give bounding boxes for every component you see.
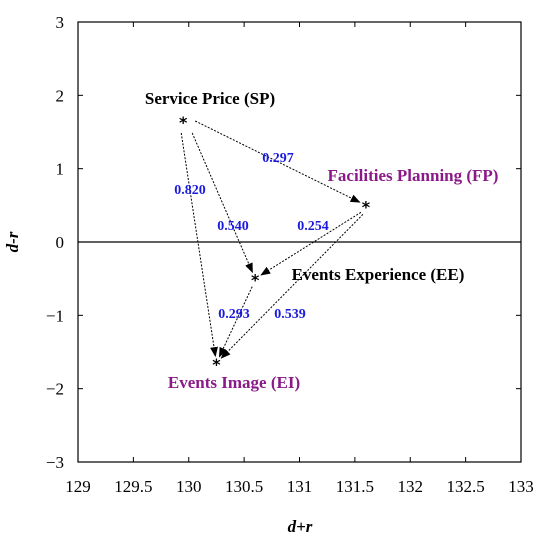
- node-marker-ee: *: [251, 271, 260, 290]
- node-label-ei: Events Image (EI): [168, 373, 300, 392]
- y-tick-label: −2: [46, 380, 64, 399]
- node-label-sp: Service Price (SP): [145, 89, 275, 108]
- axis-ticks: 129 129.5 130 130.5 131 131.5 132 132.5 133 3 2 1 0 −…: [46, 13, 534, 496]
- edge-arrow-fp-ei: [220, 213, 364, 359]
- edge-weight-label: 0.540: [217, 219, 249, 234]
- edge-arrow-sp-fp: [194, 120, 361, 203]
- x-tick-label: 130.5: [225, 477, 263, 496]
- x-tick-label: 129.5: [114, 477, 152, 496]
- x-tick-label: 129: [65, 477, 91, 496]
- x-tick-label: 131: [287, 477, 313, 496]
- edge-weight-label: 0.293: [218, 307, 250, 322]
- x-tick-label: 132: [398, 477, 424, 496]
- y-tick-label: 1: [56, 160, 65, 179]
- edge-arrow-ee-ei: [218, 286, 253, 358]
- node-marker-fp: *: [362, 197, 371, 216]
- x-tick-label: 133: [508, 477, 534, 496]
- y-tick-label: −1: [46, 306, 64, 325]
- y-tick-label: 2: [56, 86, 65, 105]
- y-axis-title: d-r: [3, 231, 22, 252]
- edge-weight-label: 0.820: [174, 183, 206, 198]
- node-marker-ei: *: [212, 355, 221, 374]
- node-label-fp: Facilities Planning (FP): [328, 166, 499, 185]
- edge-arrow-sp-ei: [180, 132, 218, 358]
- nodes-layer: * * * *: [179, 113, 371, 374]
- edge-weight-label: 0.254: [297, 219, 329, 234]
- y-tick-label: 3: [56, 13, 65, 32]
- node-label-ee: Events Experience (EE): [292, 265, 465, 284]
- x-tick-label: 131.5: [336, 477, 374, 496]
- node-marker-sp: *: [179, 113, 188, 132]
- edge-arrow-fp-ee: [260, 211, 362, 276]
- labels-layer: Service Price (SP) Facilities Planning (F…: [145, 89, 499, 392]
- x-axis-title: d+r: [288, 517, 313, 536]
- edge-arrow-sp-ee: [191, 132, 253, 274]
- x-tick-label: 132.5: [447, 477, 485, 496]
- edges-layer: 0.297 0.820 0.540 0.254 0.539 0.293: [174, 120, 364, 359]
- edge-weight-label: 0.539: [274, 307, 306, 322]
- edge-weight-label: 0.297: [262, 151, 294, 166]
- x-tick-label: 130: [176, 477, 202, 496]
- y-tick-label: 0: [56, 233, 65, 252]
- y-tick-label: −3: [46, 453, 64, 472]
